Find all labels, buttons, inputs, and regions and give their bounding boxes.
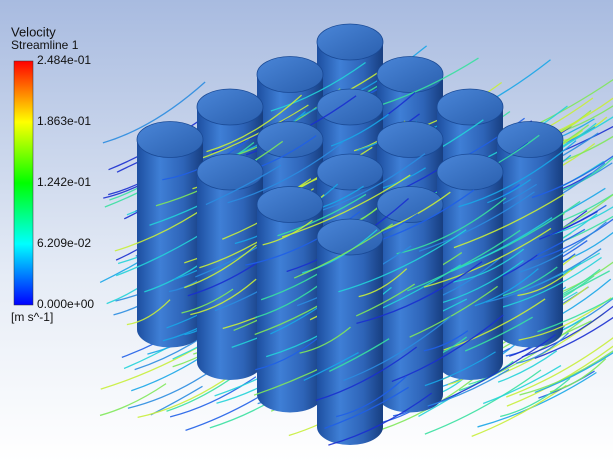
legend-label: 6.209e-02: [37, 236, 91, 250]
cylinder-top: [257, 187, 323, 223]
cylinder-top: [437, 89, 503, 125]
legend-label: 1.863e-01: [37, 114, 91, 128]
cylinder-top: [317, 89, 383, 125]
cylinder-side: [497, 140, 563, 348]
cylinder-top: [197, 89, 263, 125]
cfd-view: Velocity Streamline 1 2.484e-01 1.863e-0…: [0, 0, 613, 462]
legend-label: 1.242e-01: [37, 175, 91, 189]
cylinder-side: [377, 205, 443, 413]
color-bar: [14, 61, 33, 305]
cylinder-top: [437, 154, 503, 190]
cylinder-top: [377, 122, 443, 158]
cylinder-top: [137, 122, 203, 158]
cylinder-top: [497, 122, 563, 158]
legend-unit: [m s^-1]: [11, 310, 53, 324]
cylinder-top: [317, 154, 383, 190]
legend-subtitle: Streamline 1: [11, 38, 79, 52]
cylinder-top: [257, 57, 323, 93]
cylinder-side: [197, 172, 263, 380]
legend-label: 2.484e-01: [37, 53, 91, 67]
legend-label: 0.000e+00: [37, 297, 94, 311]
cylinder-top: [317, 24, 383, 60]
cylinder-top: [377, 57, 443, 93]
cylinder-top: [197, 154, 263, 190]
cylinder-side: [317, 237, 383, 445]
